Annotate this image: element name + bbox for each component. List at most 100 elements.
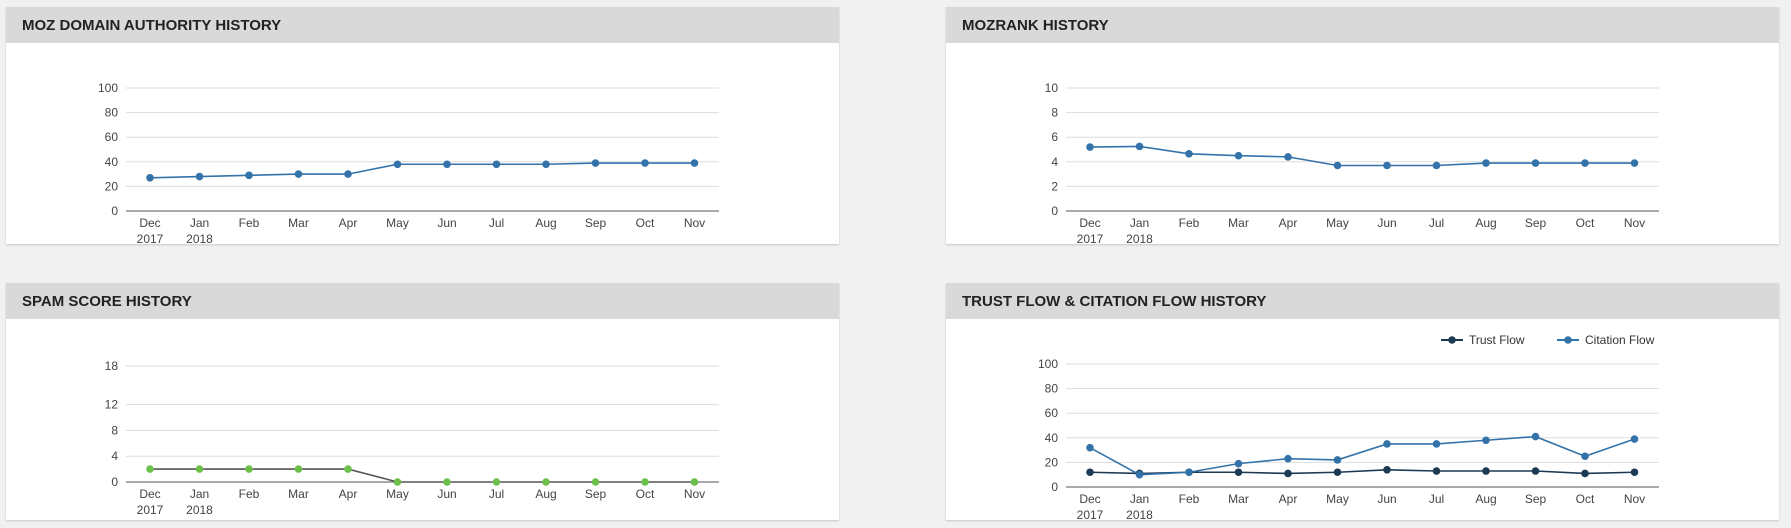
x-tick-label: Oct: [1576, 492, 1595, 506]
y-tick-label: 12: [105, 398, 119, 412]
data-point: [1185, 468, 1193, 477]
panel-trust-citation-flow: TRUST FLOW & CITATION FLOW HISTORY 0 20 40…: [946, 283, 1779, 520]
x-tick-label: Mar: [1228, 216, 1249, 230]
data-point: [1482, 159, 1490, 167]
legend-label: Citation Flow: [1585, 333, 1655, 347]
data-point: [443, 478, 451, 486]
data-point: [1284, 454, 1292, 463]
x-tick-label: Jul: [1429, 216, 1444, 230]
x-tick-label: Jun: [1377, 492, 1396, 506]
y-tick-label: 8: [111, 423, 118, 437]
x-tick-label: Apr: [339, 216, 358, 230]
x-tick-label: Oct: [1576, 216, 1595, 230]
y-tick-label: 18: [105, 359, 119, 373]
x-tick-label: May: [386, 487, 409, 501]
data-point: [393, 478, 402, 486]
series-line: [149, 162, 695, 179]
x-tick-label: Jul: [489, 216, 504, 230]
x-tick-label: Sep: [585, 216, 607, 230]
data-point: [1333, 161, 1342, 170]
x-tick-label: Dec 2017: [1077, 492, 1104, 520]
x-tick-label: Mar: [1228, 492, 1249, 506]
series-line: [1089, 435, 1635, 476]
data-point: [1383, 440, 1391, 448]
data-point: [1630, 159, 1639, 167]
x-tick-label: Jan 2018: [1126, 492, 1153, 520]
legend-label: Trust Flow: [1469, 333, 1525, 347]
x-tick-label: Dec 2017: [137, 487, 164, 517]
data-point: [1432, 440, 1441, 448]
y-tick-label: 10: [1045, 81, 1059, 95]
x-tick-label: Mar: [288, 216, 309, 230]
x-tick-label: Jul: [489, 487, 504, 501]
y-tick-label: 6: [1051, 130, 1058, 144]
domain-authority-chart: 0 20 40 60 80 100 Dec 2017 Jan 2018 Feb Mar Apr May Ju…: [98, 81, 719, 244]
data-point: [591, 159, 600, 167]
x-tick-label: Nov: [1624, 216, 1645, 230]
data-point: [1135, 142, 1144, 151]
y-tick-label: 20: [105, 179, 119, 193]
data-point: [294, 465, 303, 473]
y-tick-label: 80: [105, 106, 119, 120]
data-point: [1482, 436, 1490, 445]
x-tick-label: Feb: [1179, 216, 1200, 230]
spam-score-chart: 0 4 8 12 18 Dec 2017 Jan 2018 Feb Mar Apr May Jun Jul A…: [105, 359, 719, 517]
data-point: [1086, 443, 1094, 452]
data-point: [1284, 469, 1292, 478]
data-point: [542, 160, 550, 169]
data-point: [1135, 470, 1144, 479]
x-tick-label: May: [386, 216, 409, 230]
panel-spam-score: SPAM SCORE HISTORY 0 4 8 12 18 Dec 2017 Jan 2018…: [6, 283, 839, 520]
x-tick-label: May: [1326, 492, 1349, 506]
x-tick-label: Nov: [684, 487, 705, 501]
data-point: [1531, 159, 1540, 167]
mozrank-chart: 0 2 4 6 8 10 Dec 2017 Jan 2018 Feb Mar Apr May Jun Jul A…: [1045, 81, 1659, 244]
series-line: [150, 468, 695, 483]
data-point: [344, 465, 352, 473]
x-tick-label: Aug: [1475, 216, 1496, 230]
x-tick-label: Apr: [1279, 216, 1298, 230]
y-tick-label: 0: [111, 204, 118, 218]
data-point: [294, 170, 303, 178]
panel-title: SPAM SCORE HISTORY: [6, 283, 839, 319]
data-point: [1581, 452, 1589, 461]
data-point: [1333, 468, 1342, 477]
x-tick-label: Jun: [437, 487, 456, 501]
data-point: [1383, 161, 1391, 170]
x-tick-label: Sep: [585, 487, 607, 501]
x-tick-label: Aug: [535, 216, 556, 230]
data-point: [1581, 159, 1589, 167]
x-tick-label: Nov: [684, 216, 705, 230]
data-point: [1383, 465, 1391, 474]
data-point: [146, 173, 154, 182]
data-point: [393, 160, 402, 169]
x-tick-label: Dec 2017: [137, 216, 164, 244]
data-point: [1531, 432, 1540, 441]
data-point: [690, 478, 699, 486]
x-tick-label: Jan 2018: [186, 487, 213, 517]
panel-title: TRUST FLOW & CITATION FLOW HISTORY: [946, 283, 1779, 319]
data-point: [492, 160, 501, 169]
data-point: [1185, 150, 1193, 158]
y-tick-label: 80: [1045, 382, 1059, 396]
panel-title: MOZRANK HISTORY: [946, 7, 1779, 43]
data-point: [195, 172, 204, 181]
x-tick-label: Feb: [239, 487, 260, 501]
data-point: [1333, 456, 1342, 464]
y-tick-label: 60: [1045, 406, 1059, 420]
y-tick-label: 0: [111, 475, 118, 489]
data-point: [542, 478, 550, 486]
x-tick-label: May: [1326, 216, 1349, 230]
data-point: [1630, 468, 1639, 477]
trust-citation-chart: 0 20 40 60 80 100 Dec 2017 Jan 2018 Feb Mar Apr May Ju…: [1038, 333, 1659, 520]
x-tick-label: Jan 2018: [1126, 216, 1153, 244]
data-point: [443, 160, 451, 169]
data-point: [1531, 467, 1540, 475]
data-point: [245, 171, 253, 180]
data-point: [1234, 459, 1243, 468]
data-point: [690, 159, 699, 167]
x-tick-label: Sep: [1525, 216, 1547, 230]
y-tick-label: 4: [111, 449, 118, 463]
data-point: [1432, 161, 1441, 170]
x-tick-label: Jul: [1429, 492, 1444, 506]
